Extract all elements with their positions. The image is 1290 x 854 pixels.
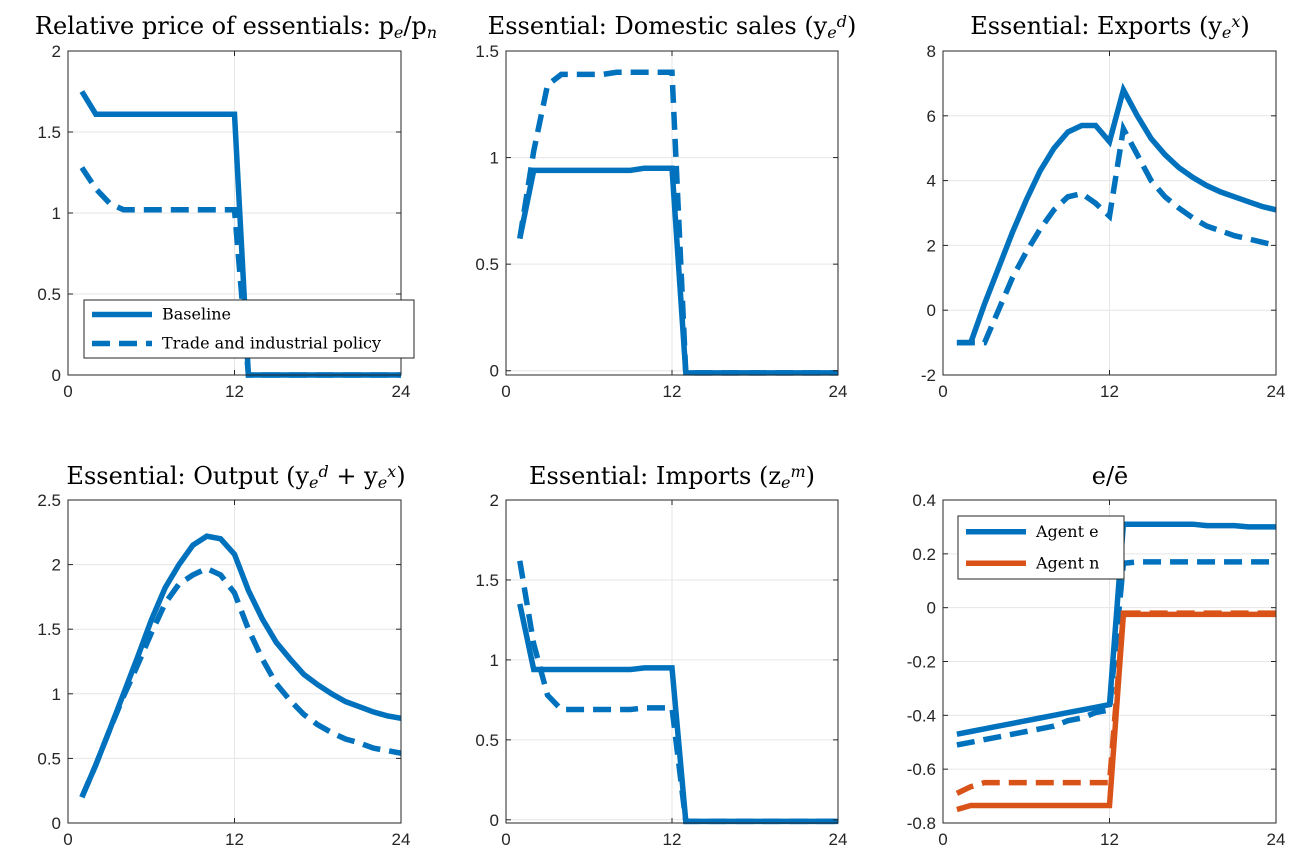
x-tick-label: 12	[663, 382, 682, 401]
x-tick-label: 24	[392, 830, 411, 849]
y-tick-label: 0	[490, 362, 499, 381]
series-group	[517, 560, 838, 825]
series-line-4	[955, 610, 1276, 796]
x-tick-label: 12	[225, 382, 244, 401]
series-line-1	[956, 82, 1276, 346]
series-line-2	[517, 69, 838, 376]
y-tick-label: 0	[490, 811, 499, 830]
y-tick-label: 2	[52, 42, 61, 61]
y-tick-label: 2	[52, 556, 61, 575]
series-group	[955, 521, 1276, 813]
y-tick-label: 2.5	[37, 491, 61, 510]
x-tick-label: 24	[829, 830, 848, 849]
series-group	[79, 533, 401, 799]
legend-label: Baseline	[162, 305, 231, 324]
chart-title: Essential: Exports (yex)	[970, 12, 1250, 42]
y-tick-label: 0.5	[475, 255, 499, 274]
x-tick-label: 24	[1267, 830, 1286, 849]
y-tick-label: 1.5	[37, 620, 61, 639]
x-tick-label: 0	[63, 830, 72, 849]
y-tick-label: 1.5	[475, 571, 499, 590]
x-tick-label: 12	[225, 830, 244, 849]
x-tick-label: 0	[501, 382, 510, 401]
chart-title: Essential: Domestic sales (yed)	[488, 12, 857, 42]
y-tick-label: 6	[927, 107, 936, 126]
y-tick-label: 0	[927, 301, 936, 320]
legend-label: Agent e	[1035, 522, 1099, 541]
x-tick-label: 24	[829, 382, 848, 401]
y-tick-label: -2	[921, 366, 936, 385]
y-tick-label: 0.4	[912, 491, 936, 510]
y-tick-label: 2	[490, 491, 499, 510]
legend: Agent e Agent n	[957, 515, 1125, 580]
series-group	[956, 82, 1276, 346]
y-tick-label: -0.2	[907, 653, 936, 672]
y-tick-label: -0.6	[907, 760, 936, 779]
legend-label: Trade and industrial policy	[162, 334, 381, 353]
legend: Baseline Trade and industrial policy	[83, 299, 415, 359]
x-tick-label: 0	[938, 830, 947, 849]
y-tick-label: 0	[52, 814, 61, 833]
y-tick-label: 0.5	[37, 749, 61, 768]
y-tick-label: -0.8	[907, 814, 936, 833]
series-line-1	[79, 533, 401, 799]
x-tick-label: 0	[63, 382, 72, 401]
series-line-2	[517, 560, 838, 825]
x-tick-label: 0	[938, 382, 947, 401]
series-line-2	[956, 559, 1276, 748]
y-tick-label: 0	[52, 366, 61, 385]
y-tick-label: 1	[490, 149, 499, 168]
y-tick-label: 0.5	[37, 285, 61, 304]
subplot-4: 0 12 24 0 0.5 1 1.5 2 2.5 Essential: Output (yed …	[37, 462, 410, 849]
chart-title: Essential: Output (yed + yex)	[66, 462, 405, 492]
y-tick-label: 1	[490, 651, 499, 670]
x-tick-label: 12	[1100, 382, 1119, 401]
y-tick-label: 0.5	[475, 731, 499, 750]
y-tick-label: 2	[927, 236, 936, 255]
chart-title: Relative price of essentials: pe/pn	[35, 12, 437, 42]
y-tick-label: -0.4	[907, 706, 936, 725]
series-group	[517, 69, 838, 376]
y-tick-label: 0	[927, 599, 936, 618]
y-tick-label: 0.2	[912, 545, 936, 564]
x-tick-label: 0	[501, 830, 510, 849]
y-tick-label: 1	[52, 685, 61, 704]
x-tick-label: 12	[1100, 830, 1119, 849]
y-tick-label: 1.5	[475, 42, 499, 61]
legend-box	[83, 299, 415, 359]
x-tick-label: 12	[663, 830, 682, 849]
x-tick-label: 24	[1267, 382, 1286, 401]
legend-box	[957, 515, 1125, 580]
chart-title: e/ē	[1092, 462, 1129, 490]
chart-title: Essential: Imports (zem)	[529, 462, 815, 492]
y-tick-label: 1	[52, 204, 61, 223]
legend-label: Agent n	[1035, 553, 1099, 572]
series-line-2	[956, 120, 1276, 346]
subplot-5: 0 12 24 0 0.5 1 1.5 2 Essential: Imports (zem)	[475, 462, 847, 849]
y-tick-label: 1.5	[37, 123, 61, 142]
series-line-2	[79, 565, 401, 799]
y-tick-label: 4	[927, 172, 936, 191]
x-tick-label: 24	[392, 382, 411, 401]
y-tick-label: 8	[927, 42, 936, 61]
